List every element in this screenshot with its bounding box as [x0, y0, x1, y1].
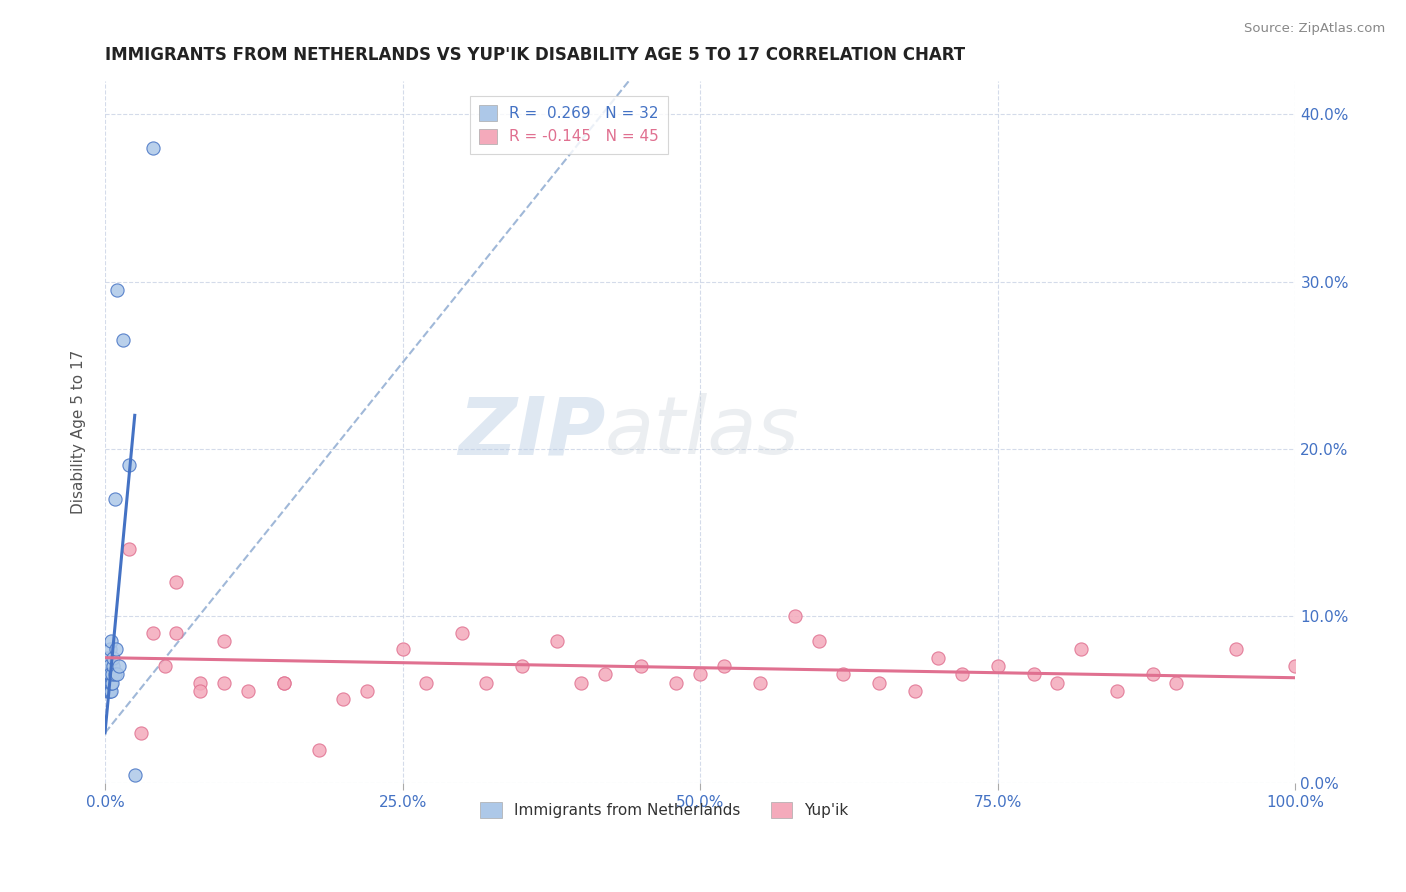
Point — [546, 634, 568, 648]
Point — [96, 659, 118, 673]
Point — [96, 675, 118, 690]
Point — [1142, 667, 1164, 681]
Point — [165, 575, 187, 590]
Point — [1022, 667, 1045, 681]
Point — [391, 642, 413, 657]
Point — [748, 675, 770, 690]
Text: IMMIGRANTS FROM NETHERLANDS VS YUP'IK DISABILITY AGE 5 TO 17 CORRELATION CHART: IMMIGRANTS FROM NETHERLANDS VS YUP'IK DI… — [105, 46, 965, 64]
Point — [1105, 684, 1128, 698]
Point — [165, 625, 187, 640]
Point — [100, 684, 122, 698]
Point — [212, 675, 235, 690]
Point — [868, 675, 890, 690]
Point — [1166, 675, 1188, 690]
Point — [97, 667, 120, 681]
Point — [105, 283, 128, 297]
Point — [188, 684, 211, 698]
Legend: Immigrants from Netherlands, Yup'ik: Immigrants from Netherlands, Yup'ik — [474, 797, 855, 824]
Text: ZIP: ZIP — [457, 393, 605, 471]
Point — [108, 659, 131, 673]
Point — [97, 675, 120, 690]
Point — [153, 659, 176, 673]
Point — [103, 667, 125, 681]
Point — [124, 767, 146, 781]
Point — [713, 659, 735, 673]
Point — [451, 625, 474, 640]
Point — [96, 667, 118, 681]
Point — [593, 667, 616, 681]
Point — [96, 684, 118, 698]
Point — [103, 491, 125, 506]
Point — [118, 458, 141, 473]
Point — [103, 659, 125, 673]
Point — [273, 675, 295, 690]
Point — [96, 667, 118, 681]
Text: atlas: atlas — [605, 393, 800, 471]
Text: Source: ZipAtlas.com: Source: ZipAtlas.com — [1244, 22, 1385, 36]
Point — [1284, 659, 1306, 673]
Point — [510, 659, 533, 673]
Point — [665, 675, 688, 690]
Point — [475, 675, 498, 690]
Point — [273, 675, 295, 690]
Point — [415, 675, 437, 690]
Point — [101, 675, 124, 690]
Point — [142, 625, 165, 640]
Point — [97, 684, 120, 698]
Point — [950, 667, 973, 681]
Point — [212, 634, 235, 648]
Point — [100, 634, 122, 648]
Point — [97, 659, 120, 673]
Point — [188, 675, 211, 690]
Point — [808, 634, 831, 648]
Point — [111, 333, 134, 347]
Point — [142, 141, 165, 155]
Point — [1225, 642, 1247, 657]
Point — [118, 542, 141, 557]
Point — [903, 684, 925, 698]
Point — [332, 692, 354, 706]
Point — [98, 667, 121, 681]
Point — [98, 642, 121, 657]
Point — [832, 667, 855, 681]
Point — [1046, 675, 1069, 690]
Point — [927, 650, 949, 665]
Point — [103, 650, 125, 665]
Point — [785, 608, 807, 623]
Point — [96, 675, 118, 690]
Point — [104, 642, 127, 657]
Point — [630, 659, 652, 673]
Point — [236, 684, 259, 698]
Point — [356, 684, 378, 698]
Point — [129, 726, 152, 740]
Point — [105, 667, 128, 681]
Point — [98, 675, 121, 690]
Y-axis label: Disability Age 5 to 17: Disability Age 5 to 17 — [72, 350, 86, 514]
Point — [689, 667, 711, 681]
Point — [98, 684, 121, 698]
Point — [96, 650, 118, 665]
Point — [308, 742, 330, 756]
Point — [987, 659, 1010, 673]
Point — [569, 675, 592, 690]
Point — [101, 667, 124, 681]
Point — [100, 675, 122, 690]
Point — [1070, 642, 1092, 657]
